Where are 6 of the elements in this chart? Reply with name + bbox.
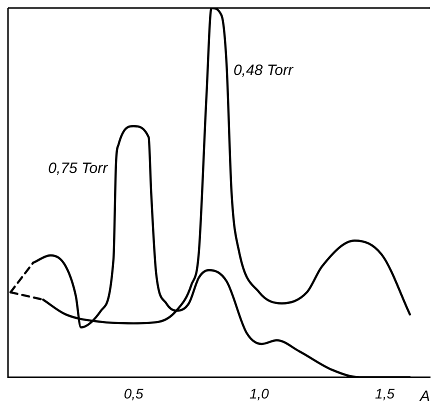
- series-label: 0,48 Torr: [233, 62, 294, 79]
- x-tick-label: 1,0: [249, 385, 270, 402]
- x-tick-label: 1,5: [375, 385, 395, 402]
- x-axis-title: A: [418, 388, 430, 406]
- x-tick-label: 0,5: [124, 385, 144, 402]
- series-label: 0,75 Torr: [48, 160, 109, 177]
